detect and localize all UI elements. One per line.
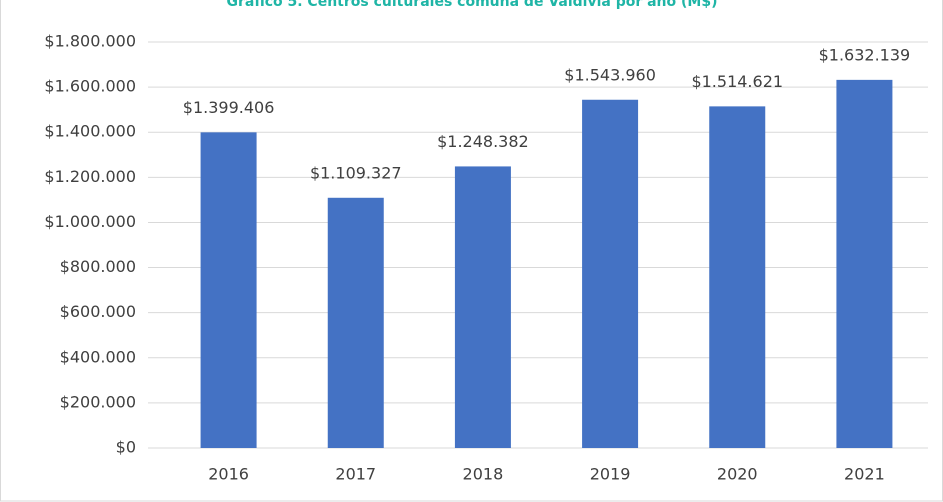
- y-tick-label: $1.200.000: [44, 167, 136, 186]
- y-tick-label: $800.000: [60, 257, 136, 276]
- x-tick-label: 2021: [844, 465, 885, 484]
- bar: [709, 106, 766, 448]
- value-label: $1.109.327: [310, 163, 402, 182]
- x-tick-label: 2018: [463, 465, 504, 484]
- y-tick-label: $1.600.000: [44, 77, 136, 96]
- bar: [836, 79, 893, 448]
- bar: [454, 166, 511, 448]
- y-tick-label: $400.000: [60, 347, 136, 366]
- chart-title: Gráfico 5. Centros culturales comuna de …: [226, 0, 717, 10]
- y-tick-label: $0: [116, 438, 136, 457]
- value-label: $1.248.382: [437, 132, 529, 151]
- y-tick-label: $600.000: [60, 302, 136, 321]
- y-tick-label: $200.000: [60, 392, 136, 411]
- x-tick-label: 2019: [590, 465, 631, 484]
- bar: [327, 197, 384, 448]
- y-tick-label: $1.000.000: [44, 212, 136, 231]
- value-label: $1.543.960: [564, 65, 656, 84]
- x-tick-label: 2017: [335, 465, 376, 484]
- bar: [200, 132, 257, 448]
- y-tick-label: $1.400.000: [44, 122, 136, 141]
- value-label: $1.514.621: [691, 72, 783, 91]
- bar: [582, 99, 639, 448]
- x-tick-label: 2020: [717, 465, 758, 484]
- x-tick-label: 2016: [208, 465, 249, 484]
- y-tick-label: $1.800.000: [44, 32, 136, 51]
- value-label: $1.632.139: [819, 45, 911, 64]
- value-label: $1.399.406: [183, 98, 275, 117]
